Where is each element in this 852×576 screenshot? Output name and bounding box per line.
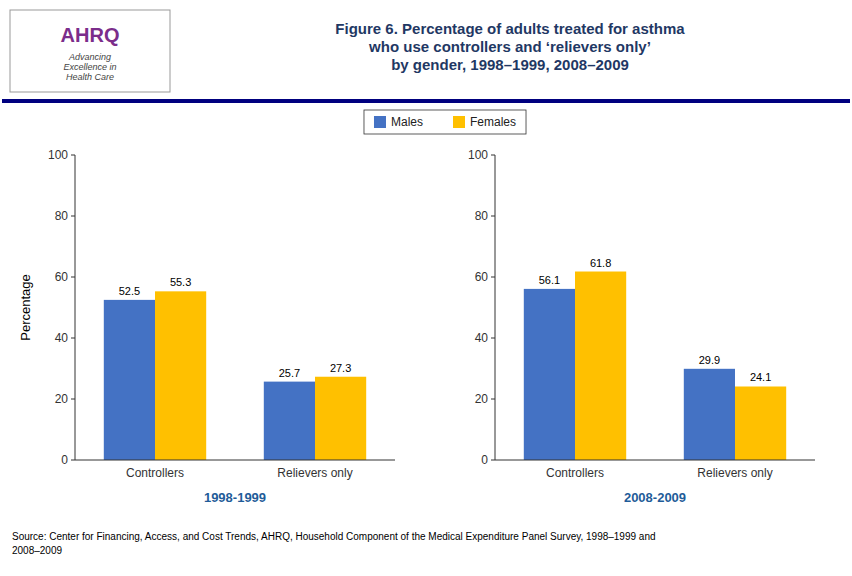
y-tick-label: 0 [61,453,68,467]
y-tick [71,338,75,339]
x-axis-label: 2008-2009 [624,490,686,505]
y-tick-label: 100 [48,148,68,162]
y-tick-label: 20 [475,392,489,406]
logo: AHRQ AdvancingExcellence inHealth Care [10,10,170,92]
bars [524,272,786,460]
y-tick [491,338,495,339]
data-label: 24.1 [750,371,771,383]
title: Figure 6. Percentage of adults treated f… [335,20,685,73]
bar [155,291,206,460]
logo-subtext-line: Health Care [66,72,114,82]
data-label: 55.3 [170,276,191,288]
data-label: 29.9 [699,354,720,366]
legend: Males Females [364,110,526,134]
logo-subtext: AdvancingExcellence inHealth Care [63,52,116,82]
y-tick-label: 80 [55,209,69,223]
y-tick [491,399,495,400]
data-label: 61.8 [590,257,611,269]
bar [524,289,575,460]
source-line: Source: Center for Financing, Access, an… [12,531,656,542]
y-axis [75,155,76,460]
y-tick [491,277,495,278]
legend-frame [364,110,526,134]
y-tick-label: 40 [475,331,489,345]
y-tick-label: 80 [475,209,489,223]
legend-swatch [374,116,386,128]
bar [575,272,626,460]
y-tick [491,155,495,156]
y-tick [71,460,75,461]
chart: 0 20 40 60 80 100 52.5 25.7 55.3 27.3 Controllers R… [18,148,395,505]
data-label: 27.3 [330,362,351,374]
x-axis [495,460,815,461]
y-tick [491,460,495,461]
y-tick [71,155,75,156]
y-tick-label: 40 [55,331,69,345]
y-tick [71,399,75,400]
logo-frame [10,10,170,92]
source: Source: Center for Financing, Access, an… [12,531,656,556]
y-tick-label: 100 [468,148,488,162]
bar [104,300,155,460]
source-line: 2008–2009 [12,545,62,556]
bar [735,386,786,460]
logo-text: AHRQ [61,24,120,46]
x-axis [75,460,395,461]
x-tick-label: Relievers only [277,466,352,480]
title-line: who use controllers and ‘relievers only’ [368,38,651,55]
y-tick-label: 0 [481,453,488,467]
legend-swatch [453,116,465,128]
data-labels: 52.5 25.7 55.3 27.3 [119,276,352,378]
bar [315,377,366,460]
logo-subtext-line: Advancing [68,52,111,62]
y-axis [495,155,496,460]
chart: 0 20 40 60 80 100 56.1 29.9 61.8 24.1 Controllers R… [468,148,815,505]
data-labels: 56.1 29.9 61.8 24.1 [539,257,772,384]
data-label: 56.1 [539,274,560,286]
legend-label: Females [470,115,516,129]
legend-label: Males [391,115,423,129]
bar [684,369,735,460]
figure: AHRQ AdvancingExcellence inHealth Care Fig… [0,0,852,576]
y-tick [491,216,495,217]
y-axis-label: Percentage [18,274,33,341]
y-tick-label: 60 [55,270,69,284]
y-tick [71,277,75,278]
bar [264,382,315,460]
x-tick-label: Controllers [546,466,604,480]
y-tick-label: 20 [55,392,69,406]
title-line: Figure 6. Percentage of adults treated f… [335,20,685,37]
title-line: by gender, 1998–1999, 2008–2009 [391,56,629,73]
data-label: 52.5 [119,285,140,297]
y-tick-label: 60 [475,270,489,284]
data-label: 25.7 [279,367,300,379]
x-axis-label: 1998-1999 [204,490,266,505]
divider [2,99,850,103]
bars [104,291,366,460]
x-tick-label: Controllers [126,466,184,480]
x-tick-label: Relievers only [697,466,772,480]
y-tick [71,216,75,217]
logo-subtext-line: Excellence in [63,62,116,72]
